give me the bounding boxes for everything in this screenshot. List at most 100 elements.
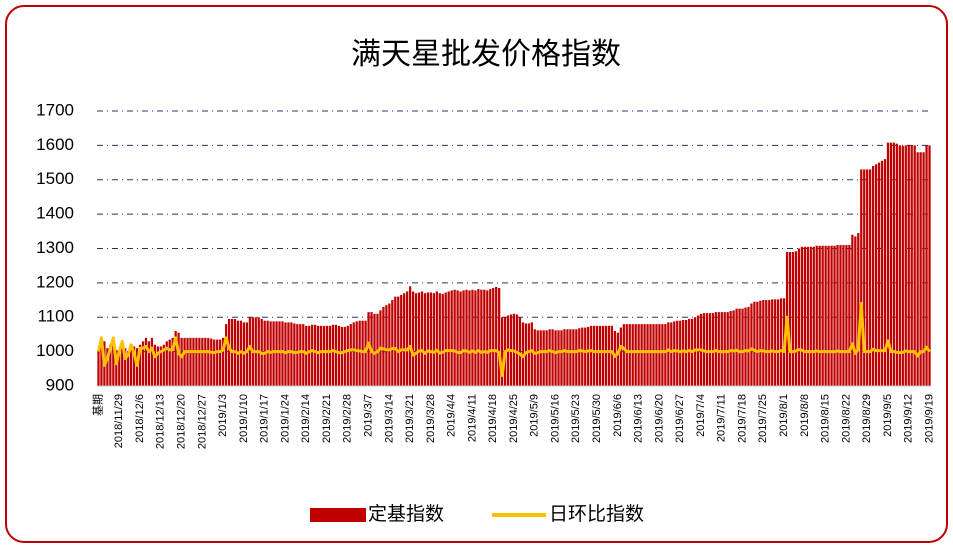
x-tick-label: 2019/4/18: [487, 394, 499, 443]
bar: [634, 324, 637, 386]
bar: [281, 321, 284, 386]
bar: [192, 337, 195, 386]
x-tick-label: 2019/4/25: [508, 394, 520, 443]
bar: [708, 313, 712, 386]
bar: [453, 289, 456, 386]
bar: [622, 324, 625, 386]
bar: [331, 324, 335, 386]
bar: [97, 351, 100, 386]
x-tick-label: 2019/5/9: [529, 394, 541, 437]
bar: [486, 290, 489, 386]
x-tick-label: 2019/6/13: [633, 394, 645, 443]
bar: [471, 289, 474, 386]
y-tick-label: 1100: [37, 307, 74, 326]
y-tick-label: 900: [46, 375, 74, 394]
bar: [569, 329, 572, 386]
x-tick-label: 2019/1/17: [259, 394, 271, 443]
bar: [319, 325, 323, 386]
x-tick-label: 2019/5/30: [591, 394, 603, 443]
bar: [874, 164, 878, 386]
bar: [910, 145, 913, 386]
y-tick-label: 1500: [36, 169, 74, 188]
bar: [515, 314, 519, 386]
bar: [587, 326, 590, 386]
bar: [153, 344, 157, 386]
bar: [124, 348, 127, 386]
bar: [750, 303, 753, 386]
bar: [907, 145, 910, 386]
bar: [774, 299, 777, 386]
bar: [863, 169, 866, 386]
bar: [794, 251, 798, 386]
bar: [186, 337, 189, 386]
bar: [916, 152, 919, 386]
bar: [566, 329, 569, 386]
bar: [628, 324, 631, 386]
bar: [343, 326, 346, 386]
bar: [403, 293, 406, 386]
bar: [815, 245, 818, 386]
bar: [652, 324, 655, 386]
x-tick-label: 2019/8/15: [820, 394, 832, 443]
x-tick-label: 2018/12/27: [196, 394, 208, 449]
bar: [809, 246, 812, 386]
bar: [100, 337, 103, 386]
bar: [144, 337, 148, 386]
y-tick-label: 1700: [36, 100, 74, 119]
bar: [121, 341, 124, 386]
x-tick-label: 2019/3/14: [383, 394, 395, 443]
bar: [729, 311, 732, 386]
x-tick-label: 2019/8/1: [778, 394, 790, 437]
x-tick-label: 2018/12/6: [134, 394, 146, 443]
bar: [545, 330, 548, 386]
bar: [836, 245, 839, 386]
bar: [171, 337, 174, 386]
bar: [408, 286, 412, 386]
x-tick-label: 2019/7/25: [757, 394, 769, 443]
x-tick-label: 2019/4/4: [446, 394, 458, 437]
x-tick-label: 2018/11/29: [113, 394, 125, 448]
bar: [723, 312, 726, 386]
bar: [714, 312, 717, 386]
bar: [411, 291, 415, 386]
bar: [106, 348, 109, 386]
chart-border: [5, 5, 948, 543]
bar: [860, 169, 863, 386]
bar: [779, 298, 783, 386]
bar: [593, 325, 596, 386]
bar: [290, 322, 293, 386]
bar: [869, 169, 872, 386]
bar: [299, 324, 302, 386]
bar: [922, 152, 925, 386]
bar: [575, 329, 578, 386]
bar: [272, 321, 275, 386]
bar: [812, 246, 815, 386]
bar: [314, 324, 317, 386]
bar: [352, 322, 355, 386]
bar: [450, 290, 453, 386]
bar: [584, 327, 587, 386]
bar: [147, 341, 151, 386]
bar: [168, 339, 171, 386]
bar: [747, 306, 750, 386]
x-tick-label: 2019/1/10: [238, 394, 250, 443]
bar: [610, 325, 614, 386]
bar: [886, 142, 890, 386]
bar: [518, 317, 522, 386]
x-tick-label: 2019/9/19: [923, 394, 935, 443]
bar: [581, 327, 584, 386]
bar: [109, 344, 112, 386]
bar: [132, 346, 136, 386]
bar: [536, 330, 539, 386]
bar: [287, 322, 290, 386]
bar: [311, 324, 314, 386]
bar: [880, 160, 884, 386]
bar: [420, 291, 424, 386]
bar: [848, 245, 851, 386]
bar: [459, 291, 462, 386]
x-tick-label: 2019/9/12: [903, 394, 915, 443]
bar: [426, 292, 430, 386]
bar: [533, 329, 536, 386]
bar: [548, 329, 551, 386]
bar: [557, 330, 560, 386]
